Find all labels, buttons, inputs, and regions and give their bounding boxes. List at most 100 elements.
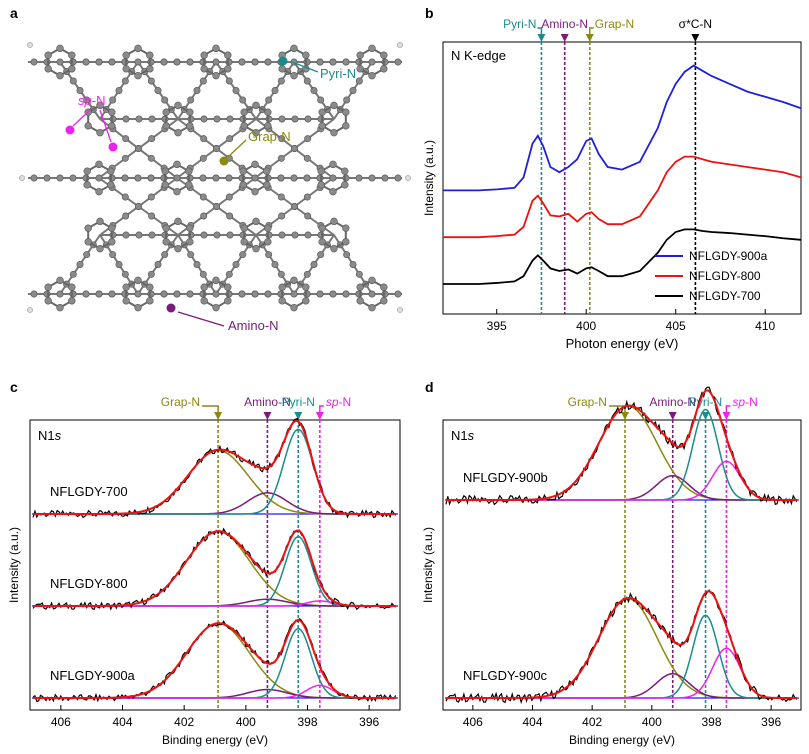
carbon-atom xyxy=(225,270,233,278)
carbon-atom xyxy=(239,251,247,259)
x-tick-label: 406 xyxy=(463,715,483,729)
carbon-atom xyxy=(291,231,299,239)
chart-panel-d: 406 404 402 400 398 396 Binding energy (eV) Int… xyxy=(421,386,802,747)
carbon-atom xyxy=(115,260,123,268)
carbon-atom xyxy=(271,87,279,95)
chart-title: N1s xyxy=(451,428,475,443)
carbon-atom xyxy=(225,174,233,182)
carbon-atom xyxy=(56,44,64,53)
hydrogen-atom xyxy=(397,307,403,313)
carbon-atom xyxy=(135,115,143,123)
carbon-atom xyxy=(134,290,142,298)
carbon-atom xyxy=(122,115,130,123)
y-axis-label: Intensity (a.u.) xyxy=(422,140,436,216)
carbon-atom xyxy=(277,270,285,278)
carbon-atom xyxy=(277,174,285,182)
x-tick-label: 404 xyxy=(522,715,542,729)
marker-label: sp-N xyxy=(326,395,351,409)
carbon-atom xyxy=(121,77,129,85)
carbon-atom xyxy=(43,174,51,182)
carbon-atom xyxy=(82,290,90,298)
marker-arrow xyxy=(585,34,594,42)
marker-bracket xyxy=(725,405,731,412)
carbon-atom xyxy=(200,297,208,305)
carbon-atom xyxy=(212,174,220,182)
carbon-atom xyxy=(200,283,208,291)
carbon-atom xyxy=(278,135,286,143)
carbon-atom xyxy=(356,283,364,291)
carbon-atom xyxy=(160,58,168,66)
carbon-atom xyxy=(108,174,116,182)
carbon-atom xyxy=(122,283,130,291)
panel-label-a: a xyxy=(10,5,18,21)
carbon-atom xyxy=(225,290,233,298)
carbon-atom xyxy=(342,122,350,130)
carbon-atom xyxy=(121,154,129,162)
carbon-atom xyxy=(69,58,77,66)
carbon-atom xyxy=(330,217,338,226)
carbon-atom xyxy=(83,167,91,175)
marker-label: Amino-N xyxy=(649,395,696,409)
x-axis-label: Photon energy (eV) xyxy=(566,336,679,351)
carbon-atom xyxy=(212,290,220,298)
carbon-atom xyxy=(232,260,240,268)
carbon-atom xyxy=(186,108,194,116)
carbon-atom xyxy=(161,231,169,239)
carbon-atom xyxy=(213,145,221,153)
carbon-atom xyxy=(277,290,285,298)
carbon-atom xyxy=(232,87,240,95)
carbon-atom xyxy=(277,154,285,162)
carbon-atom xyxy=(121,174,129,182)
amino-n-arrow xyxy=(177,311,225,327)
carbon-atom xyxy=(349,260,357,268)
raw-data xyxy=(32,417,397,519)
legend-label: NFLGDY-800 xyxy=(689,269,761,283)
carbon-atom xyxy=(303,58,311,66)
carbon-atom xyxy=(135,231,143,239)
carbon-atom xyxy=(355,58,363,66)
carbon-atom xyxy=(278,212,286,220)
carbon-atom xyxy=(212,44,220,53)
carbon-atom xyxy=(186,58,194,66)
carbon-atom xyxy=(174,128,182,137)
carbon-atom xyxy=(56,276,64,285)
carbon-atom xyxy=(108,238,116,246)
carbon-atom xyxy=(44,65,52,73)
series-line xyxy=(443,228,802,285)
carbon-atom xyxy=(303,154,311,162)
marker-label: Amino-N xyxy=(244,395,291,409)
carbon-atom xyxy=(44,297,52,305)
carbon-atom xyxy=(186,290,194,298)
fit-component xyxy=(33,627,396,699)
carbon-atom xyxy=(95,187,103,196)
carbon-atom xyxy=(108,290,116,298)
carbon-atom xyxy=(199,193,207,201)
carbon-atom xyxy=(394,290,402,298)
carbon-atom xyxy=(303,77,311,85)
sample-label: NFLGDY-900c xyxy=(463,668,548,683)
carbon-atom xyxy=(109,115,117,123)
carbon-atom xyxy=(96,244,104,253)
carbon-atom xyxy=(317,167,325,175)
marker-arrow xyxy=(668,412,677,420)
carbon-atom xyxy=(115,87,123,95)
carbon-atom xyxy=(380,283,388,291)
x-tick-label: 405 xyxy=(666,319,686,333)
carbon-atom xyxy=(394,58,402,66)
carbon-atom xyxy=(83,181,91,189)
panel-label-c: c xyxy=(10,379,18,395)
x-tick-label: 398 xyxy=(701,715,721,729)
carbon-atom xyxy=(30,58,38,66)
raw-data xyxy=(32,527,397,611)
plot-frame xyxy=(29,419,401,711)
x-tick-label: 402 xyxy=(582,715,602,729)
marker-arrow xyxy=(294,412,303,420)
carbon-atom xyxy=(290,276,298,285)
x-tick-label: 410 xyxy=(755,319,775,333)
pyri-n-arrow xyxy=(291,61,319,73)
carbon-atom xyxy=(329,58,337,66)
carbon-atom xyxy=(200,135,208,143)
carbon-atom xyxy=(83,96,91,104)
carbon-atom xyxy=(187,231,195,239)
carbon-atom xyxy=(134,44,142,53)
